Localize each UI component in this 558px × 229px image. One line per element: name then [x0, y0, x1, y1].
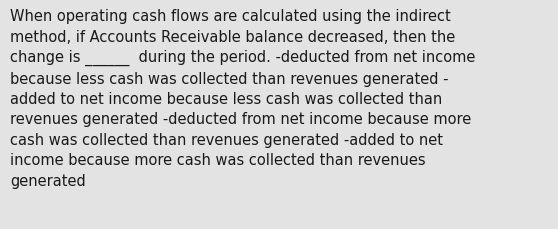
Text: When operating cash flows are calculated using the indirect
method, if Accounts : When operating cash flows are calculated…: [10, 9, 475, 188]
